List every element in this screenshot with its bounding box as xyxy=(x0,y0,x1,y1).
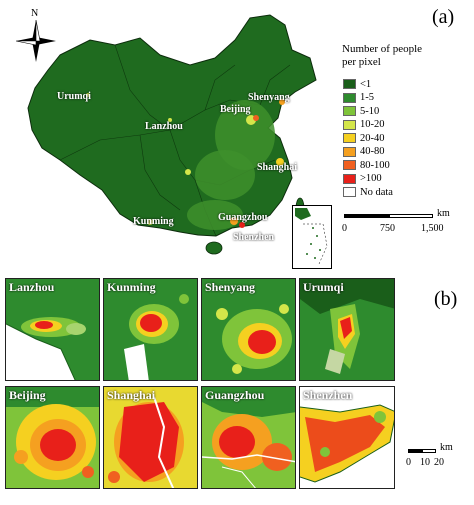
legend-swatch xyxy=(343,106,356,116)
city-thumbnail-shenyang: Shenyang xyxy=(201,278,296,381)
legend-item: 80-100 xyxy=(343,159,390,171)
legend-label: 80-100 xyxy=(360,159,390,171)
scale-a-tick: 0 xyxy=(342,223,347,234)
city-thumbnail-urumqi: Urumqi xyxy=(299,278,395,381)
thumbnail-title: Urumqi xyxy=(303,280,344,294)
legend-label: 5-10 xyxy=(360,105,380,117)
legend-label: <1 xyxy=(360,78,372,90)
legend-item: 20-40 xyxy=(343,132,385,144)
map-city-label: Kunming xyxy=(133,216,174,227)
map-city-label: Urumqi xyxy=(57,91,91,102)
city-thumbnail-beijing: Beijing xyxy=(5,386,100,489)
scale-bar-a: km 0 750 1,500 xyxy=(342,208,470,242)
legend-title-line2: per pixel xyxy=(342,56,381,68)
legend-label: 10-20 xyxy=(360,119,385,130)
legend-swatch xyxy=(343,187,356,197)
legend-title: Number of people per pixel xyxy=(342,43,452,69)
legend-swatch xyxy=(343,92,356,103)
legend-item: >100 xyxy=(343,173,382,185)
thumbnail-title: Shenzhen xyxy=(303,388,353,402)
scale-b-tick: 20 xyxy=(434,457,444,468)
map-city-label: Guangzhou xyxy=(218,212,268,223)
scale-a-tick: 1,500 xyxy=(421,223,444,234)
map-city-label: Lanzhou xyxy=(145,121,183,132)
south-china-sea-inset xyxy=(292,205,332,269)
map-city-label: Shanghai xyxy=(257,162,298,173)
panel-a-label: (a) xyxy=(432,6,455,28)
thumbnail-title: Shanghai xyxy=(107,388,156,402)
scale-a-unit: km xyxy=(437,208,450,219)
scale-bar-b: km 0 10 20 xyxy=(406,442,470,473)
city-thumbnail-guangzhou: Guangzhou xyxy=(201,386,296,489)
legend-swatch xyxy=(343,79,356,89)
thumbnail-title: Beijing xyxy=(9,388,46,402)
city-thumbnail-kunming: Kunming xyxy=(103,278,198,381)
legend: <1 1-5 5-10 10-20 20-40 40-80 80-100 >100 No dat… xyxy=(343,78,463,203)
north-label: N xyxy=(31,8,39,19)
thumbnail-title: Kunming xyxy=(107,280,156,294)
legend-item: 1-5 xyxy=(343,92,374,104)
scale-b-unit: km xyxy=(440,442,453,453)
legend-label: 40-80 xyxy=(360,146,385,157)
legend-item: 5-10 xyxy=(343,105,379,117)
city-thumbnail-shanghai: Shanghai xyxy=(103,386,198,489)
map-city-label: Beijing xyxy=(220,104,251,115)
thumbnail-title: Guangzhou xyxy=(205,388,265,402)
legend-label: 20-40 xyxy=(360,132,385,144)
thumbnail-title: Lanzhou xyxy=(9,280,55,294)
legend-swatch xyxy=(343,119,356,130)
scale-a-tick: 750 xyxy=(380,223,395,234)
panel-b-label: (b) xyxy=(434,288,458,310)
city-thumbnail-shenzhen: Shenzhen xyxy=(299,386,395,489)
legend-swatch xyxy=(343,133,356,143)
scale-b-tick: 10 xyxy=(420,457,430,468)
legend-label: No data xyxy=(360,186,393,198)
scale-b-tick: 0 xyxy=(406,457,411,468)
legend-swatch xyxy=(343,173,356,184)
legend-label: 1-5 xyxy=(360,92,374,103)
north-arrow-icon: N xyxy=(16,8,56,64)
legend-title-line1: Number of people xyxy=(342,43,423,55)
city-thumbnail-lanzhou: Lanzhou xyxy=(5,278,100,381)
legend-item: 40-80 xyxy=(343,146,385,158)
legend-item: <1 xyxy=(343,78,371,90)
legend-item: No data xyxy=(343,186,393,198)
legend-label: >100 xyxy=(360,173,382,184)
thumbnail-title: Shenyang xyxy=(205,280,256,294)
legend-swatch xyxy=(343,146,356,157)
map-city-label: Shenyang xyxy=(248,92,290,103)
map-city-label: Shenzhen xyxy=(233,232,275,243)
legend-item: 10-20 xyxy=(343,119,385,131)
legend-swatch xyxy=(343,160,356,170)
china-population-map xyxy=(27,14,317,255)
